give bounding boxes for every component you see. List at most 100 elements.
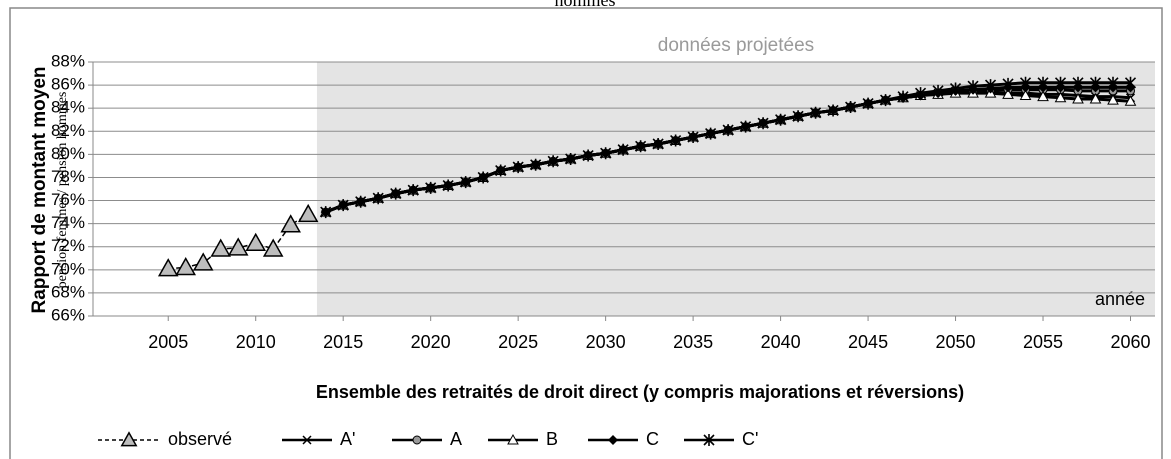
legend-item: C <box>588 429 659 449</box>
marker <box>827 104 839 117</box>
marker <box>652 137 664 150</box>
marker-shape <box>705 127 717 140</box>
x-tick-label: 2015 <box>323 332 363 352</box>
marker <box>1107 94 1119 105</box>
marker <box>792 110 804 123</box>
marker <box>1019 89 1032 100</box>
marker <box>703 434 715 446</box>
marker-shape <box>862 97 874 110</box>
y-tick-label: 82% <box>51 121 85 140</box>
marker <box>442 179 454 192</box>
marker-shape <box>1054 76 1067 89</box>
marker-shape <box>1107 94 1119 105</box>
chart-title: hommes <box>555 0 616 10</box>
y-tick-label: 68% <box>51 282 85 301</box>
marker <box>245 232 266 252</box>
y-axis-title: Rapport de montant moyen <box>29 66 50 313</box>
marker-shape <box>175 256 197 276</box>
marker <box>757 117 769 130</box>
chart-frame <box>9 7 1163 459</box>
marker <box>897 90 909 103</box>
marker <box>1019 76 1032 89</box>
marker <box>227 237 249 256</box>
marker-shape <box>425 181 437 194</box>
marker <box>1124 95 1137 106</box>
marker-shape <box>1037 90 1049 102</box>
marker-shape <box>914 87 927 100</box>
marker <box>635 140 647 153</box>
marker <box>617 143 629 156</box>
marker <box>565 152 577 165</box>
y-tick-label: 66% <box>51 305 85 324</box>
marker <box>670 134 682 147</box>
marker <box>507 433 519 445</box>
marker <box>687 131 699 144</box>
marker <box>608 435 618 445</box>
marker <box>495 164 507 177</box>
marker <box>512 161 524 174</box>
x-tick-label: 2055 <box>1023 332 1063 352</box>
x-tick-label: 2060 <box>1110 332 1150 352</box>
marker-shape <box>210 238 232 257</box>
marker-shape <box>984 79 997 92</box>
marker <box>320 206 332 219</box>
x-tick-label: 2020 <box>411 332 451 352</box>
y-axis-subtitle: pension femmes / pension hommes <box>55 92 70 289</box>
x-tick-label: 2030 <box>586 332 626 352</box>
marker-shape <box>565 152 577 165</box>
marker <box>390 187 402 200</box>
marker <box>157 258 179 277</box>
marker-shape <box>1124 76 1137 89</box>
marker-shape <box>740 120 752 133</box>
marker <box>1002 88 1014 99</box>
marker <box>967 80 979 93</box>
marker-shape <box>245 232 266 252</box>
legend-label: B <box>546 429 558 449</box>
corner-label: année <box>1095 289 1145 309</box>
y-tick-label: 76% <box>51 190 85 209</box>
marker-shape <box>320 206 332 219</box>
marker <box>740 120 752 133</box>
marker-shape <box>507 433 519 445</box>
marker-shape <box>879 94 892 107</box>
marker <box>302 435 312 445</box>
marker-shape <box>280 214 301 233</box>
x-tick-label: 2025 <box>498 332 538 352</box>
marker-shape <box>1002 88 1014 99</box>
marker-shape <box>512 161 524 174</box>
marker-shape <box>792 110 804 123</box>
marker <box>337 199 349 212</box>
marker-shape <box>390 187 402 200</box>
x-tick-label: 2050 <box>936 332 976 352</box>
marker-shape <box>1054 91 1067 103</box>
legend-label: observé <box>168 429 232 449</box>
marker <box>1124 76 1137 89</box>
marker-shape <box>967 80 979 93</box>
marker-shape <box>670 134 682 147</box>
marker <box>722 124 734 137</box>
marker-shape <box>337 199 349 212</box>
projection-zone <box>316 62 1156 316</box>
legend-label: A <box>450 429 462 449</box>
marker-shape <box>412 435 422 445</box>
marker <box>355 195 367 208</box>
marker-shape <box>1002 77 1014 90</box>
marker <box>460 176 472 189</box>
marker-shape <box>1019 89 1032 100</box>
marker <box>477 171 489 184</box>
legend-label: C' <box>742 429 758 449</box>
legend-item: observé <box>98 429 232 449</box>
marker-shape <box>120 431 138 447</box>
marker-shape <box>1019 76 1032 89</box>
marker <box>297 203 319 223</box>
marker <box>1054 76 1067 89</box>
marker-shape <box>1072 76 1084 89</box>
y-tick-label: 74% <box>51 213 85 232</box>
marker-shape <box>775 113 787 126</box>
legend-item: A <box>392 429 462 449</box>
marker <box>949 82 962 95</box>
marker-shape <box>949 82 962 95</box>
y-tick-label: 72% <box>51 236 85 255</box>
marker-shape <box>460 176 472 189</box>
